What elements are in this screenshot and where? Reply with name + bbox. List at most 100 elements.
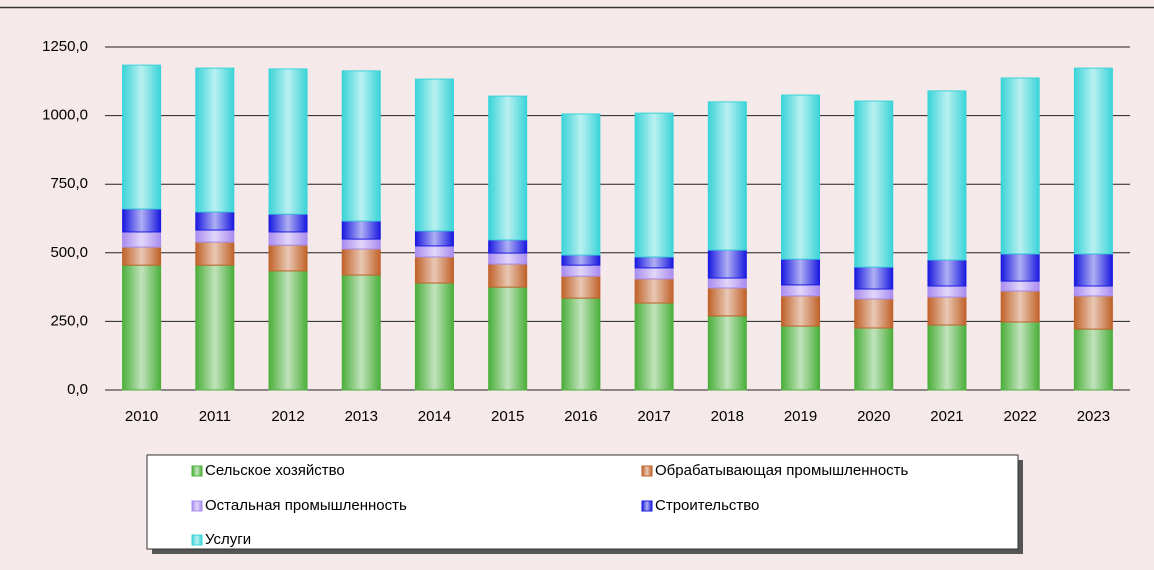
bar-segment — [414, 230, 454, 247]
bar-segment — [1073, 285, 1113, 297]
bar-segment — [195, 211, 235, 231]
bar-segment — [634, 278, 674, 304]
bar-segment — [781, 94, 821, 260]
bar-segment — [414, 256, 454, 284]
bar-segment — [341, 274, 381, 391]
bar-segment — [341, 238, 381, 250]
bar-segment — [927, 324, 967, 391]
bar-segment — [854, 266, 894, 290]
bar-segment — [634, 112, 674, 258]
x-tick-label: 2018 — [711, 408, 744, 425]
x-tick-label: 2012 — [271, 408, 304, 425]
y-tick-label: 1000,0 — [42, 107, 88, 124]
bar-segment — [781, 284, 821, 297]
x-tick-label: 2015 — [491, 408, 524, 425]
bar-segment — [1000, 280, 1040, 292]
legend-swatch — [191, 534, 203, 546]
x-tick-label: 2022 — [1003, 408, 1036, 425]
bar-segment — [634, 256, 674, 269]
bar-segment — [634, 302, 674, 391]
bar-segment — [414, 78, 454, 232]
legend-label: Строительство — [655, 497, 759, 514]
x-tick-label: 2017 — [637, 408, 670, 425]
y-tick-label: 500,0 — [50, 244, 88, 261]
bar-segment — [927, 296, 967, 326]
bar-segment — [927, 90, 967, 261]
legend-swatch — [641, 500, 653, 512]
bar-segment — [707, 315, 747, 391]
bar-segment — [1000, 253, 1040, 282]
bar-segment — [561, 254, 601, 266]
bar-segment — [195, 264, 235, 391]
bar-segment — [195, 67, 235, 213]
bar-segment — [122, 264, 162, 391]
bar-segment — [854, 327, 894, 391]
bar-segment — [561, 275, 601, 299]
bar-segment — [781, 325, 821, 391]
y-tick-label: 0,0 — [67, 381, 88, 398]
bar-segment — [707, 277, 747, 289]
x-tick-label: 2023 — [1077, 408, 1110, 425]
legend-label: Услуги — [205, 531, 251, 548]
x-tick-label: 2014 — [418, 408, 451, 425]
bar-segment — [561, 264, 601, 277]
x-tick-label: 2010 — [125, 408, 158, 425]
bar-segment — [414, 282, 454, 391]
legend-swatch — [191, 465, 203, 477]
bar-segment — [707, 287, 747, 317]
bar-segment — [268, 244, 308, 272]
bar-segment — [1000, 77, 1040, 255]
x-tick-label: 2020 — [857, 408, 890, 425]
bar-segment — [781, 258, 821, 286]
bar-segment — [707, 249, 747, 279]
bar-segment — [268, 213, 308, 233]
bar-segment — [927, 285, 967, 298]
bar-segment — [488, 263, 528, 288]
bar-segment — [854, 298, 894, 329]
x-tick-label: 2013 — [345, 408, 378, 425]
bar-segment — [341, 248, 381, 276]
y-tick-label: 1250,0 — [42, 38, 88, 55]
bar-segment — [268, 68, 308, 215]
x-tick-label: 2016 — [564, 408, 597, 425]
bar-segment — [341, 220, 381, 240]
bar-segment — [561, 113, 601, 256]
bar-segment — [1073, 67, 1113, 255]
bar-segment — [1073, 328, 1113, 391]
bar-segment — [341, 70, 381, 222]
bar-segment — [927, 259, 967, 287]
bar-segment — [268, 270, 308, 391]
legend-swatch — [641, 465, 653, 477]
bar-segment — [488, 286, 528, 391]
legend-label: Сельское хозяйство — [205, 462, 345, 479]
bar-segment — [781, 295, 821, 327]
bar-segment — [195, 229, 235, 243]
bar-segment — [488, 252, 528, 265]
bar-segment — [488, 95, 528, 241]
bar-segment — [854, 100, 894, 268]
x-tick-label: 2019 — [784, 408, 817, 425]
bar-segment — [414, 245, 454, 258]
bar-segment — [561, 297, 601, 391]
legend-swatch — [191, 500, 203, 512]
bar-segment — [268, 231, 308, 246]
legend-label: Остальная промышленность — [205, 497, 407, 514]
bar-segment — [122, 208, 162, 233]
bar-segment — [122, 231, 162, 248]
y-tick-label: 750,0 — [50, 175, 88, 192]
bar-segment — [707, 101, 747, 251]
bar-segment — [1000, 290, 1040, 323]
x-tick-label: 2021 — [930, 408, 963, 425]
y-tick-label: 250,0 — [50, 312, 88, 329]
bar-segment — [1073, 253, 1113, 287]
bar-segment — [1000, 321, 1040, 391]
bar-segment — [1073, 295, 1113, 330]
bar-segment — [854, 288, 894, 300]
bar-segment — [122, 246, 162, 266]
x-tick-label: 2011 — [199, 408, 231, 425]
bar-segment — [488, 239, 528, 254]
bar-segment — [195, 241, 235, 266]
bar-segment — [634, 267, 674, 280]
bar-segment — [122, 64, 162, 210]
